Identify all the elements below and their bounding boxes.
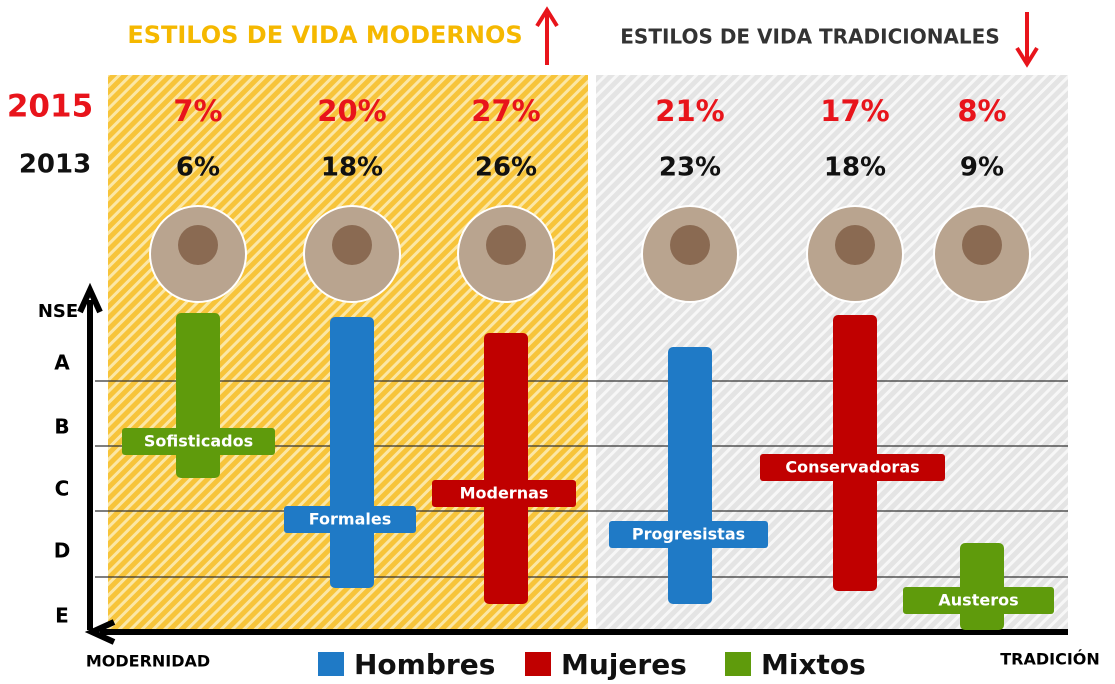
label-box — [760, 454, 945, 481]
range-bar — [960, 543, 1004, 630]
percent-2013: 9% — [960, 153, 1004, 183]
level-label: B — [54, 415, 69, 439]
percent-2013: 23% — [659, 153, 721, 183]
legend-label: Hombres — [354, 648, 495, 681]
percent-2015: 21% — [655, 94, 724, 128]
percent-2013: 18% — [321, 153, 383, 183]
label-box — [284, 506, 416, 533]
portrait-face — [670, 225, 710, 265]
label-box — [122, 428, 275, 455]
level-label: C — [55, 477, 70, 501]
portrait-face — [486, 225, 526, 265]
range-bar — [330, 317, 374, 588]
up-arrow — [535, 6, 559, 65]
portrait-face — [178, 225, 218, 265]
percent-2015: 7% — [173, 94, 222, 128]
y-axis — [77, 282, 103, 630]
percent-2013: 18% — [824, 153, 886, 183]
axis-title: NSE — [38, 301, 78, 322]
portrait-face — [962, 225, 1002, 265]
year-label: 2013 — [19, 150, 91, 180]
style-label: Progresistas — [632, 525, 745, 544]
axis-right-label: TRADICIÓN — [1000, 650, 1100, 669]
modern-header: ESTILOS DE VIDA MODERNOS — [127, 21, 522, 49]
level-label: A — [54, 351, 70, 375]
style-label: Austeros — [938, 591, 1018, 610]
axis-left-label: MODERNIDAD — [86, 652, 210, 671]
legend-swatch — [525, 652, 551, 676]
style-label: Modernas — [460, 484, 549, 503]
down-arrow — [1015, 12, 1039, 68]
year-label: 2015 — [7, 89, 93, 125]
legend-label: Mujeres — [561, 648, 687, 681]
portrait-face — [835, 225, 875, 265]
style-label: Conservadoras — [785, 458, 919, 477]
percent-2015: 17% — [820, 94, 889, 128]
traditional-header: ESTILOS DE VIDA TRADICIONALES — [620, 25, 999, 49]
percent-2013: 6% — [176, 153, 220, 183]
grid — [95, 380, 1068, 578]
label-box — [903, 587, 1054, 614]
legend-label: Mixtos — [761, 648, 866, 681]
percent-2013: 26% — [475, 153, 537, 183]
percent-2015: 8% — [957, 94, 1006, 128]
style-label: Formales — [309, 510, 392, 529]
range-bar — [484, 333, 528, 604]
range-bar — [668, 347, 712, 604]
legend-swatch — [318, 652, 344, 676]
legend-swatch — [725, 652, 751, 676]
label-box — [609, 521, 768, 548]
range-bar — [833, 315, 877, 591]
percent-2015: 27% — [471, 94, 540, 128]
level-label: E — [55, 604, 69, 628]
portrait-face — [332, 225, 372, 265]
percent-2015: 20% — [317, 94, 386, 128]
x-axis — [84, 619, 1068, 645]
style-label: Sofisticados — [144, 432, 253, 451]
level-label: D — [54, 539, 71, 563]
label-box — [432, 480, 576, 507]
